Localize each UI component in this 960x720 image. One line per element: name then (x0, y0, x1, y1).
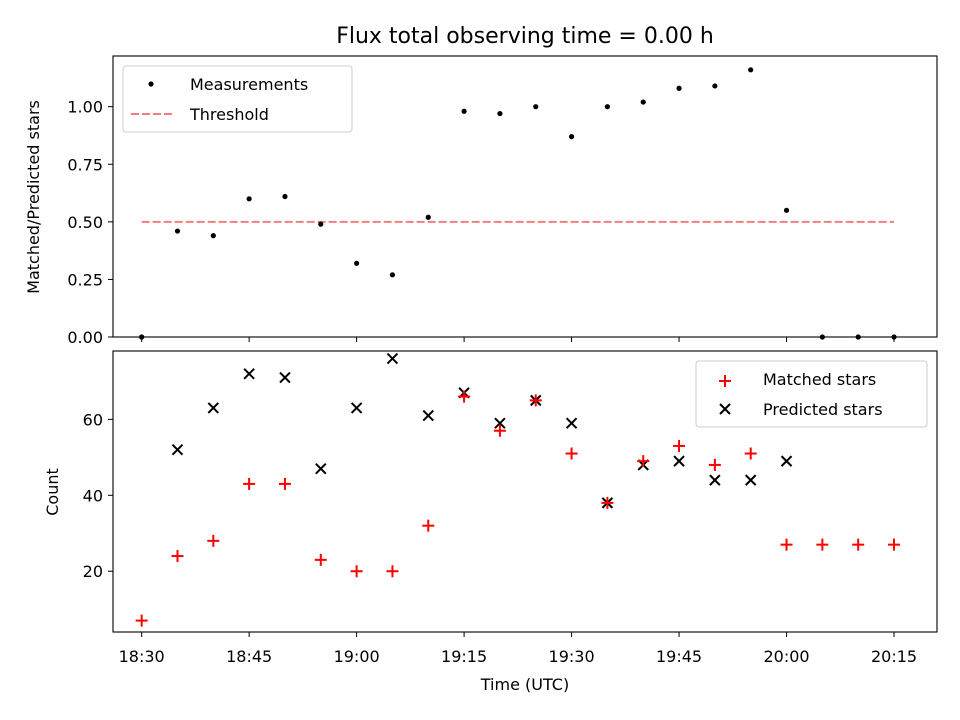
bottom-axes-frame (112, 350, 938, 633)
bottom-legend: Matched stars Predicted stars (695, 360, 928, 428)
x-axis-label: Time (UTC) (480, 675, 569, 694)
top-y-tick-label: 1.00 (67, 98, 103, 117)
matched-star-point (529, 394, 542, 407)
measurement-point (210, 233, 216, 239)
bottom-y-tick-label: 60 (83, 410, 103, 429)
matched-star-point (708, 458, 721, 471)
matched-star-point (243, 477, 256, 490)
chart-title: Flux total observing time = 0.00 h (336, 24, 714, 49)
predicted-star-point (780, 455, 793, 467)
bottom-plot-area (135, 352, 901, 627)
predicted-star-point (315, 463, 327, 475)
top-y-axis-label: Matched/Predicted stars (24, 100, 43, 294)
predicted-star-point (709, 474, 721, 486)
predicted-star-point (243, 368, 255, 380)
matched-star-point (852, 538, 865, 551)
legend-measurements-label: Measurements (190, 75, 308, 94)
top-y-tick-label: 0.00 (67, 328, 103, 347)
measurement-point (783, 207, 790, 213)
matched-star-point (314, 553, 327, 566)
top-axes-frame (112, 55, 938, 338)
measurement-point (748, 67, 754, 73)
matched-star-point (601, 496, 614, 509)
predicted-star-point (744, 474, 757, 486)
matched-star-point (422, 519, 435, 532)
matched-star-point (207, 534, 220, 547)
legend-predicted-marker (719, 403, 731, 415)
matched-star-point (780, 538, 793, 551)
predicted-star-point (673, 455, 685, 467)
predicted-star-point (171, 444, 184, 456)
bottom-y-tick-label: 20 (83, 562, 103, 581)
measurement-point (533, 104, 539, 110)
predicted-star-point (565, 417, 578, 429)
x-tick-label: 19:15 (441, 647, 487, 666)
bottom-y-axis-label: Count (43, 468, 62, 516)
measurement-point (712, 83, 718, 89)
matched-star-point (278, 477, 291, 490)
predicted-star-point (350, 402, 363, 414)
legend-matched-marker (719, 375, 731, 387)
legend-predicted-label: Predicted stars (763, 400, 883, 419)
predicted-star-point (279, 371, 291, 384)
bottom-y-axis: 20 40 60 (83, 410, 113, 581)
matched-star-point (135, 614, 148, 627)
matched-star-point (888, 538, 901, 551)
legend-measurements-marker (148, 81, 154, 87)
measurement-point (640, 99, 646, 105)
top-panel: 0.00 0.25 0.50 0.75 1.00 Matched/Predicted s… (24, 55, 938, 347)
bottom-legend-box (695, 360, 928, 428)
measurement-point (389, 272, 396, 278)
top-plot-area (139, 67, 897, 340)
predicted-star-point (207, 402, 220, 414)
x-tick-label: 19:30 (549, 647, 595, 666)
x-tick-label: 19:45 (656, 647, 702, 666)
x-tick-label: 20:15 (871, 647, 917, 666)
measurement-point (604, 104, 611, 110)
measurement-point (568, 134, 575, 140)
bottom-x-axis: 18:30 18:45 19:00 19:15 19:30 19:45 20:00 20:15 (119, 632, 917, 666)
matched-star-point (637, 455, 650, 468)
top-y-tick-label: 0.75 (67, 155, 103, 174)
legend-threshold-label: Threshold (189, 105, 269, 124)
measurement-point (425, 214, 431, 220)
matched-star-point (565, 447, 578, 460)
matched-star-point (458, 390, 471, 403)
top-legend-box (122, 65, 353, 133)
matched-star-point (744, 447, 757, 460)
matched-star-point (816, 538, 829, 551)
top-legend: Measurements Threshold (122, 65, 353, 133)
measurement-point (354, 260, 360, 266)
matched-star-point (386, 565, 399, 578)
predicted-star-point (422, 409, 434, 422)
measurement-point (246, 196, 252, 202)
x-tick-label: 19:00 (334, 647, 380, 666)
matched-star-point (673, 439, 686, 452)
legend-matched-label: Matched stars (763, 370, 876, 389)
x-tick-label: 18:45 (226, 647, 272, 666)
bottom-panel: 20 40 60 18:30 18:45 19:00 19:15 19:30 19:45 20:… (43, 350, 938, 694)
predicted-star-point (494, 417, 506, 429)
measurement-point (318, 221, 324, 227)
measurement-point (676, 85, 682, 91)
x-tick-label: 20:00 (763, 647, 809, 666)
x-tick-label: 18:30 (119, 647, 165, 666)
measurement-point (497, 110, 503, 117)
matched-star-point (350, 565, 363, 578)
top-y-tick-label: 0.50 (67, 213, 103, 232)
top-y-axis: 0.00 0.25 0.50 0.75 1.00 (67, 98, 113, 347)
top-x-axis-ticks (141, 337, 895, 342)
matched-star-point (171, 550, 184, 563)
matched-star-point (493, 424, 506, 437)
measurement-point (461, 108, 467, 114)
top-y-tick-label: 0.25 (67, 270, 103, 289)
measurement-point (282, 193, 288, 200)
predicted-star-point (386, 352, 399, 365)
bottom-y-tick-label: 40 (83, 486, 103, 505)
measurement-point (174, 228, 181, 234)
